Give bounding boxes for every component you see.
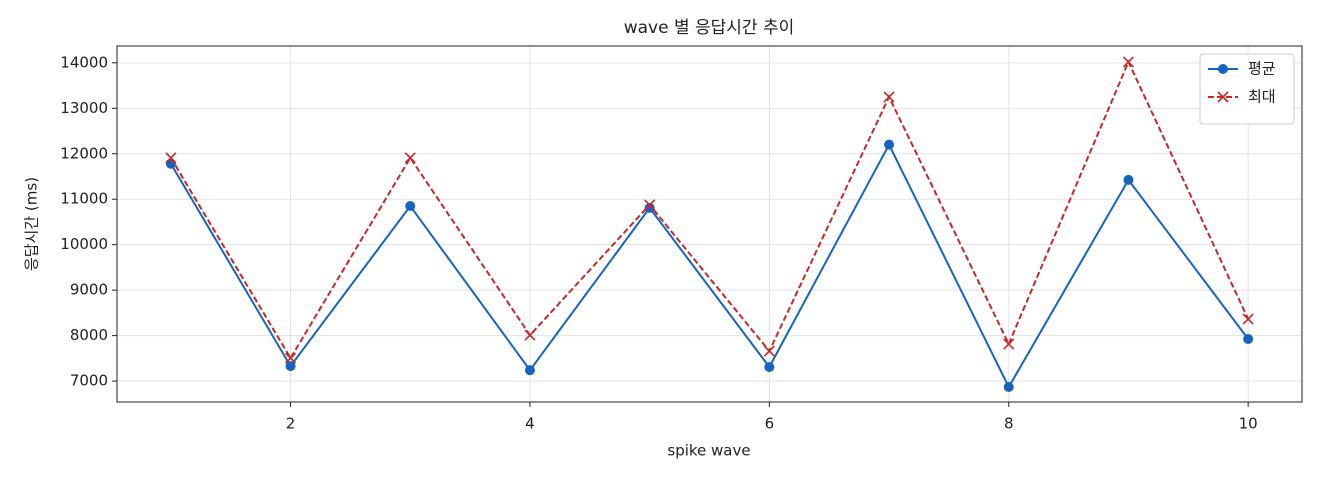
series-line	[170, 59, 1250, 361]
marker	[165, 152, 177, 164]
y-axis-label: 응답시간 (ms)	[23, 177, 41, 271]
marker	[883, 91, 895, 103]
y-tick-label: 13000	[60, 99, 108, 117]
y-tick-label: 9000	[70, 281, 108, 299]
x-tick-label: 2	[286, 415, 296, 433]
series-line	[170, 142, 1249, 390]
chart-title: wave 별 응답시간 추이	[624, 18, 795, 38]
marker	[1123, 174, 1134, 185]
marker	[524, 365, 535, 376]
legend-marker	[1217, 91, 1229, 103]
x-tick-label: 4	[525, 415, 535, 433]
marker	[405, 201, 416, 212]
y-tick-label: 8000	[70, 326, 108, 344]
marker	[764, 361, 775, 372]
x-axis-label: spike wave	[667, 442, 750, 460]
marker	[1003, 381, 1014, 392]
marker	[644, 202, 655, 213]
marker	[1122, 56, 1135, 68]
legend-box	[1199, 53, 1295, 125]
marker	[1243, 334, 1254, 345]
legend-marker	[1218, 64, 1228, 74]
marker	[404, 152, 416, 164]
marker	[1242, 313, 1254, 325]
marker	[285, 361, 296, 372]
marker	[1003, 338, 1015, 350]
y-tick-label: 14000	[60, 53, 108, 71]
marker	[284, 352, 297, 364]
x-tick-label: 8	[1004, 415, 1014, 433]
y-tick-label: 10000	[60, 235, 108, 253]
plot-frame	[116, 45, 1303, 403]
y-tick-label: 7000	[70, 372, 108, 390]
legend-label: 최대	[1248, 88, 1276, 106]
marker	[524, 329, 536, 341]
y-tick-label: 11000	[60, 190, 108, 208]
x-tick-label: 6	[765, 415, 775, 433]
marker	[884, 139, 895, 150]
x-tick-label: 10	[1239, 415, 1258, 433]
y-tick-label: 12000	[60, 144, 108, 162]
legend-label: 평균	[1248, 60, 1276, 78]
marker	[644, 199, 656, 211]
marker	[763, 345, 775, 357]
